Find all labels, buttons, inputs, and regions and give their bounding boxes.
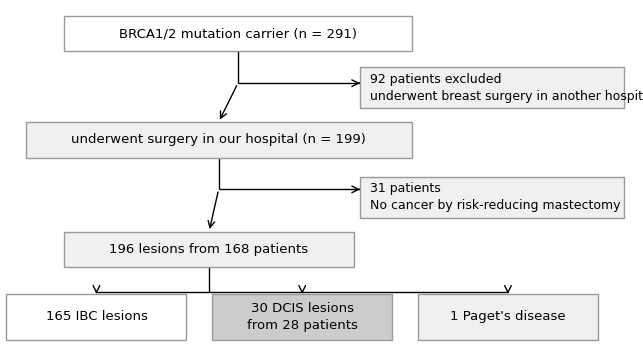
FancyBboxPatch shape [26,122,412,158]
Text: 165 IBC lesions: 165 IBC lesions [46,310,147,323]
Text: 30 DCIS lesions
from 28 patients: 30 DCIS lesions from 28 patients [247,302,358,332]
Text: underwent surgery in our hospital (n = 199): underwent surgery in our hospital (n = 1… [71,133,366,146]
Text: 196 lesions from 168 patients: 196 lesions from 168 patients [109,243,309,256]
Text: BRCA1/2 mutation carrier (n = 291): BRCA1/2 mutation carrier (n = 291) [119,27,357,40]
Text: 1 Paget's disease: 1 Paget's disease [450,310,566,323]
FancyBboxPatch shape [212,294,392,340]
Text: 92 patients excluded
underwent breast surgery in another hospital: 92 patients excluded underwent breast su… [370,73,643,103]
FancyBboxPatch shape [64,16,412,51]
FancyBboxPatch shape [360,177,624,218]
FancyBboxPatch shape [418,294,598,340]
FancyBboxPatch shape [360,67,624,108]
Text: 31 patients
No cancer by risk-reducing mastectomy: 31 patients No cancer by risk-reducing m… [370,182,620,212]
FancyBboxPatch shape [6,294,186,340]
FancyBboxPatch shape [64,232,354,267]
